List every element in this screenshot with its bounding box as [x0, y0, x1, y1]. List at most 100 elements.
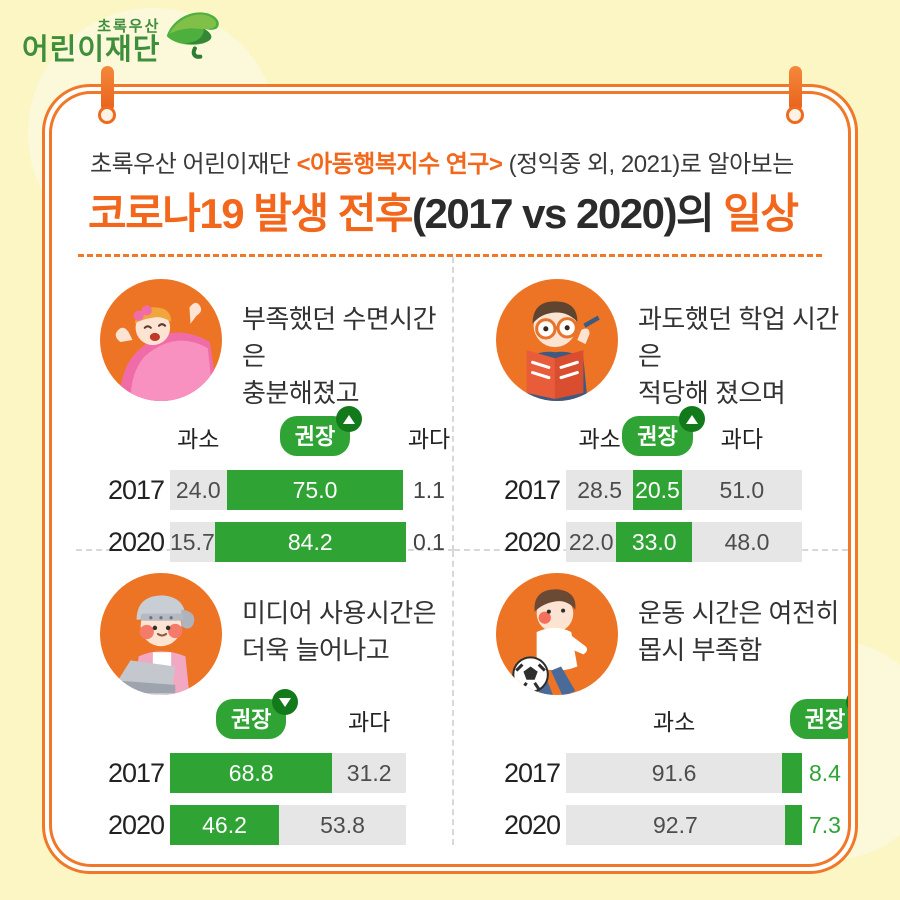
legend-cell: 권장 — [170, 689, 332, 741]
bar-segment — [782, 753, 802, 794]
quadrant-grid: 부족했던 수면시간은 충분해졌고 과소 권장 과다 2017 24.0 75.0 1.1 20… — [76, 257, 848, 846]
trend-up-icon — [678, 406, 705, 433]
media-time-chart: 권장 과다 2017 68.8 31.2 2020 46.2 53.8 — [108, 689, 452, 846]
bar-segment: 20.5 — [633, 470, 682, 511]
bar-track: 92.7 — [566, 805, 802, 846]
legend-track: 과소 — [566, 703, 802, 741]
reading-child-illustration — [496, 279, 618, 402]
bar-segment: 92.7 — [566, 805, 785, 846]
bar-segment: 31.2 — [332, 753, 406, 794]
recommended-pill: 권장 — [215, 689, 299, 740]
legend-label: 과다 — [720, 426, 763, 453]
bar-segment: 91.6 — [566, 753, 783, 794]
legend-cell: 과다 — [682, 420, 802, 458]
legend-track: 권장 과다 — [170, 689, 406, 741]
legend-track: 과소 권장 과다 — [566, 406, 802, 458]
bar-segment: 75.0 — [226, 470, 404, 511]
quadrant-study-time: 과도했던 학업 시간은 적당해 졌으며 과소 권장 과다 2017 28.5 20.5 51… — [454, 257, 848, 563]
year-label: 2017 — [504, 474, 561, 505]
year-label: 2017 — [108, 757, 165, 788]
bar-segment: 24.0 — [170, 470, 227, 511]
bar-segment: 15.7 — [170, 522, 215, 563]
chart-legend-row: 권장 과다 — [108, 689, 452, 741]
year-label: 2017 — [504, 757, 561, 788]
bar-track: 15.7 84.2 — [170, 522, 406, 563]
bar-segment: 51.0 — [681, 470, 802, 511]
paper-pin-left-icon — [98, 66, 116, 124]
year-label: 2020 — [504, 526, 561, 557]
bar-row: 2017 68.8 31.2 — [108, 753, 452, 794]
legend-cell: 과소 — [566, 420, 633, 458]
year-label: 2020 — [108, 809, 165, 840]
bar-row: 2017 24.0 75.0 1.1 — [108, 470, 452, 511]
quadrant-sleep-time: 부족했던 수면시간은 충분해졌고 과소 권장 과다 2017 24.0 75.0 1.1 20… — [76, 257, 454, 563]
soccer-child-illustration — [496, 573, 618, 696]
legend-label: 과다 — [348, 709, 391, 736]
logo-line2: 어린이재단 — [22, 34, 161, 66]
intro-line: 초록우산 어린이재단 <아동행복지수 연구> (정익중 외, 2021)로 알아… — [90, 151, 794, 178]
bar-segment: 33.0 — [616, 522, 693, 563]
outside-value-label: 7.3 — [809, 811, 841, 838]
paper-pin-right-icon — [786, 66, 804, 124]
bar-track: 91.6 — [566, 753, 802, 794]
year-label: 2017 — [108, 474, 165, 505]
legend-cell: 권장 — [227, 406, 404, 458]
outside-value-label: 8.4 — [809, 759, 841, 786]
outside-value-label: 0.1 — [413, 528, 445, 555]
bar-row: 2017 91.6 8.4 — [504, 753, 848, 794]
green-umbrella-leaf-icon — [164, 8, 222, 65]
recommended-pill: 권장 — [279, 406, 363, 457]
legend-cell: 과다 — [332, 703, 406, 741]
legend-label: 과다 — [407, 426, 451, 453]
bar-segment: 84.2 — [214, 522, 406, 563]
content-card: 초록우산 어린이재단 <아동행복지수 연구> (정익중 외, 2021)로 알아… — [42, 84, 858, 874]
bar-row: 2017 28.5 20.5 51.0 — [504, 470, 848, 511]
legend-label: 과소 — [177, 426, 220, 453]
legend-cell: 과소 — [170, 420, 227, 458]
study-time-chart: 과소 권장 과다 2017 28.5 20.5 51.0 2020 22.0 33.0 48.0 — [504, 406, 848, 563]
bar-row: 2020 46.2 53.8 — [108, 805, 452, 846]
bar-segment — [784, 805, 802, 846]
bar-track: 68.8 31.2 — [170, 753, 406, 794]
legend-cell: 권장 — [622, 406, 705, 458]
bar-segment: 48.0 — [692, 522, 802, 563]
chart-legend-row: 과소 권장 과다 — [504, 406, 848, 458]
legend-cell: 과소 — [566, 703, 782, 741]
legend-outside-cell: 과다 — [406, 420, 452, 458]
quadrant-caption: 부족했던 수면시간은 충분해졌고 — [242, 304, 437, 409]
intro-highlight: <아동행복지수 연구> — [296, 151, 503, 178]
bar-segment: 46.2 — [170, 805, 280, 846]
bar-segment: 22.0 — [566, 522, 617, 563]
exercise-time-chart: 과소 권장 2017 91.6 8.4 2020 92.7 7.3 — [504, 689, 848, 846]
quadrant-caption: 운동 시간은 여전히 몹시 부족함 — [638, 598, 839, 666]
laptop-child-illustration — [100, 573, 222, 696]
year-label: 2020 — [108, 526, 165, 557]
legend-outside-cell: 권장 — [789, 689, 848, 741]
quadrant-media-time: 미디어 사용시간은 더욱 늘어나고 권장 과다 2017 68.8 31.2 2020 46… — [76, 551, 454, 846]
chart-legend-row: 과소 권장 과다 — [108, 406, 452, 458]
sleep-time-chart: 과소 권장 과다 2017 24.0 75.0 1.1 2020 15.7 84.2 0.1 — [108, 406, 452, 563]
bar-track: 28.5 20.5 51.0 — [566, 470, 802, 511]
bar-segment: 28.5 — [566, 470, 634, 511]
year-label: 2020 — [504, 809, 561, 840]
quadrant-caption: 미디어 사용시간은 더욱 늘어나고 — [242, 598, 437, 666]
trend-down-icon — [272, 689, 299, 716]
bar-row: 2020 92.7 7.3 — [504, 805, 848, 846]
page-title: 코로나19 발생 전후(2017 vs 2020)의 일상 — [88, 190, 799, 237]
logo-line1: 초록우산 — [97, 18, 161, 35]
outside-value-label: 1.1 — [413, 476, 445, 503]
chart-legend-row: 과소 권장 — [504, 689, 848, 741]
bar-segment: 68.8 — [170, 753, 333, 794]
trend-up-icon — [336, 406, 363, 433]
title-separator — [78, 254, 822, 258]
legend-track: 과소 권장 — [170, 406, 406, 458]
legend-label: 과소 — [578, 426, 621, 453]
bar-track: 24.0 75.0 — [170, 470, 406, 511]
quadrant-exercise-time: 운동 시간은 여전히 몹시 부족함 과소 권장 2017 91.6 8.4 2020 92.… — [454, 551, 848, 846]
bar-track: 46.2 53.8 — [170, 805, 406, 846]
recommended-pill: 권장 — [622, 406, 705, 457]
bar-segment: 53.8 — [279, 805, 406, 846]
bar-row: 2020 15.7 84.2 0.1 — [108, 522, 452, 563]
bar-row: 2020 22.0 33.0 48.0 — [504, 522, 848, 563]
